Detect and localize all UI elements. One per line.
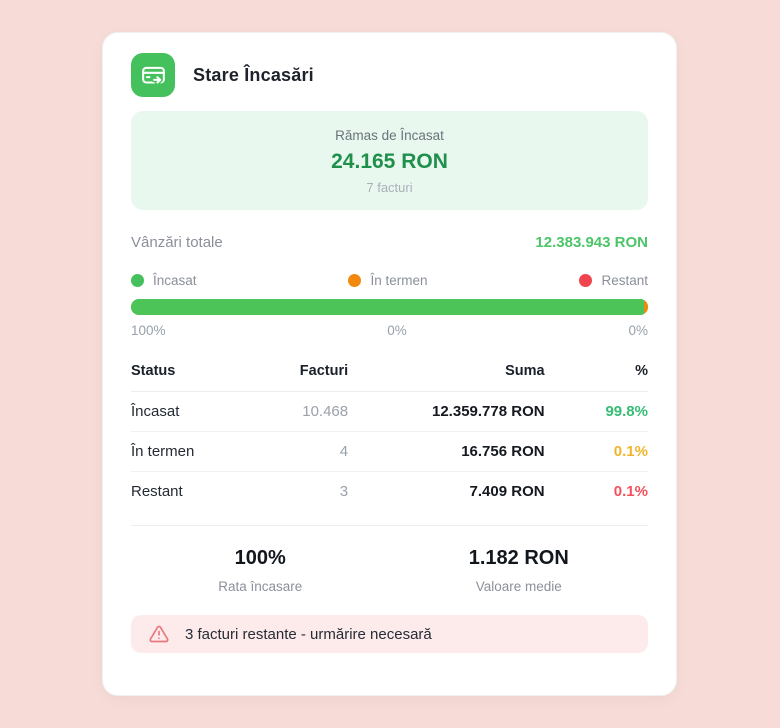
- total-sales-label: Vânzări totale: [131, 234, 223, 251]
- remaining-summary-panel: Rămas de Încasat 24.165 RON 7 facturi: [131, 111, 648, 210]
- status-legend: Încasat În termen Restant: [131, 273, 648, 288]
- collection-progress-bar: [131, 299, 648, 315]
- table-row: În termen 4 16.756 RON 0.1%: [131, 431, 648, 472]
- table-row: Încasat 10.468 12.359.778 RON 99.8%: [131, 391, 648, 432]
- stat-value: 1.182 RON: [468, 547, 569, 569]
- green-dot-icon: [131, 274, 144, 287]
- stare-incasari-card: Stare Încasări Rămas de Încasat 24.165 R…: [102, 32, 677, 696]
- remaining-amount: 24.165 RON: [331, 150, 448, 173]
- stat-rata-incasare: 100% Rata încasare: [131, 547, 390, 594]
- bar-segment-in-termen: [644, 299, 648, 315]
- remaining-invoice-count: 7 facturi: [366, 180, 413, 195]
- header-status: Status: [131, 354, 256, 392]
- percent-label-right: 0%: [628, 323, 648, 338]
- header-percent: %: [544, 354, 648, 392]
- row-facturi: 3: [339, 483, 349, 500]
- status-table: Status Facturi Suma % Încasat 10.468 12.…: [131, 354, 648, 511]
- stat-valoare-medie: 1.182 RON Valoare medie: [390, 547, 649, 594]
- alert-text: 3 facturi restante - urmărire necesară: [185, 625, 432, 643]
- remaining-label: Rămas de Încasat: [335, 128, 444, 143]
- bar-segment-incasat: [131, 299, 645, 315]
- legend-label: În termen: [370, 273, 428, 288]
- table-row: Restant 3 7.409 RON 0.1%: [131, 472, 648, 512]
- row-facturi: 10.468: [255, 391, 349, 432]
- total-sales-value: 12.383.943 RON: [535, 234, 648, 251]
- row-status: În termen: [131, 431, 256, 472]
- page-title: Stare Încasări: [193, 64, 314, 85]
- row-status: Încasat: [131, 391, 256, 432]
- credit-card-arrow-icon: [131, 53, 175, 97]
- red-dot-icon: [579, 274, 593, 287]
- percent-label-center: 0%: [387, 323, 407, 338]
- stat-label: Rata încasare: [218, 579, 303, 594]
- row-suma: 12.359.778 RON: [348, 391, 545, 432]
- row-percent: 0.1%: [613, 483, 648, 500]
- row-suma: 16.756 RON: [348, 431, 545, 472]
- legend-label: Încasat: [153, 273, 197, 288]
- row-percent: 99.8%: [544, 391, 648, 432]
- stats-footer: 100% Rata încasare 1.182 RON Valoare med…: [131, 525, 648, 594]
- row-status: Restant: [131, 483, 183, 500]
- stat-label: Valoare medie: [475, 579, 562, 594]
- table-header-row: Status Facturi Suma %: [131, 354, 648, 392]
- legend-label: Restant: [601, 273, 648, 288]
- header-facturi: Facturi: [255, 354, 349, 392]
- row-percent: 0.1%: [544, 431, 648, 472]
- total-sales-row: Vânzări totale 12.383.943 RON: [131, 234, 648, 251]
- legend-item-incasat: Încasat: [131, 273, 197, 288]
- overdue-alert-banner: 3 facturi restante - urmărire necesară: [131, 615, 648, 653]
- header-suma: Suma: [348, 354, 545, 392]
- row-suma: 7.409 RON: [469, 483, 545, 500]
- row-facturi: 4: [255, 431, 349, 472]
- orange-dot-icon: [348, 274, 362, 287]
- progress-percent-labels: 100% 0% 0%: [131, 323, 648, 338]
- warning-triangle-icon: [149, 624, 169, 644]
- legend-item-in-termen: În termen: [348, 273, 428, 288]
- percent-label-left: 100%: [131, 323, 166, 338]
- stat-value: 100%: [234, 547, 286, 569]
- legend-item-restant: Restant: [579, 273, 648, 288]
- card-header: Stare Încasări: [131, 53, 648, 97]
